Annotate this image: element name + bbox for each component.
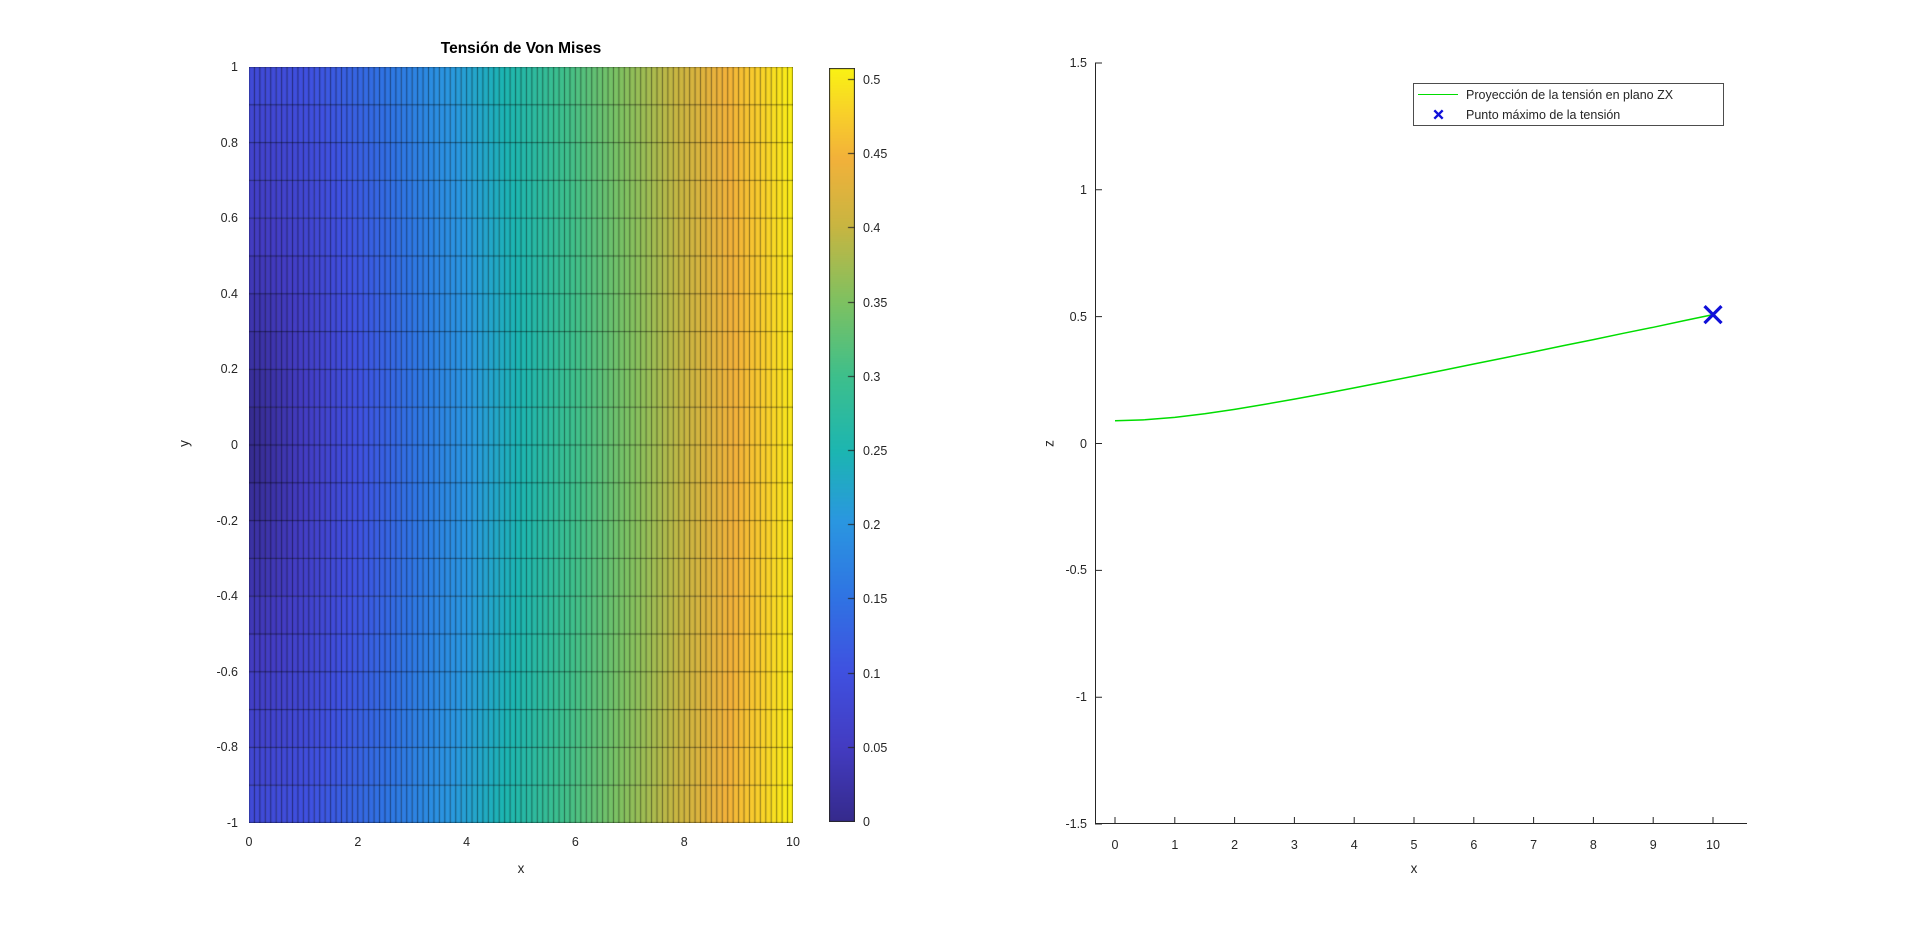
left-plot-ytick: 1 — [231, 60, 238, 74]
left-plot-ytick: 0.2 — [220, 362, 238, 377]
projection-line — [1114, 313, 1714, 422]
right-plot-ytick: -1.5 — [1065, 817, 1087, 832]
colorbar-tick: 0.2 — [863, 518, 881, 533]
right-plot-xtick: 3 — [1290, 838, 1298, 852]
left-plot-ytick: -0.6 — [216, 664, 238, 679]
legend-box: Proyección de la tensión en plano ZX Pun… — [1413, 83, 1724, 126]
right-plot-xtick: 8 — [1589, 838, 1597, 852]
axis-tick-marks — [1095, 62, 1714, 825]
right-plot-ytick: -1 — [1075, 690, 1087, 705]
right-plot-xtick: 1 — [1171, 838, 1179, 852]
colorbar-tick: 0.3 — [863, 369, 881, 384]
colorbar-tick: 0.35 — [863, 295, 888, 310]
legend-entry-projection: Proyección de la tensión en plano ZX — [1414, 85, 1723, 105]
left-plot-xtick: 0 — [245, 835, 253, 849]
axes-spines — [1095, 63, 1747, 824]
colorbar-tick: 0.45 — [863, 147, 888, 162]
right-plot-xtick: 7 — [1530, 838, 1538, 852]
left-plot-title: Tensión de Von Mises — [440, 40, 602, 57]
von-mises-heatmap — [249, 67, 793, 823]
right-plot-xtick: 4 — [1350, 838, 1358, 852]
right-x-axis-label: x — [1410, 861, 1418, 876]
left-plot-xtick: 4 — [463, 835, 471, 849]
legend-label-max: Punto máximo de la tensión — [1466, 107, 1621, 122]
colorbar-tick: 0.1 — [863, 666, 881, 681]
legend-line-sample — [1414, 94, 1462, 95]
left-plot-ytick: -0.2 — [216, 513, 238, 528]
left-plot-ytick: -1 — [226, 816, 238, 830]
left-plot-ytick: -0.4 — [216, 589, 238, 604]
right-plot-xtick: 6 — [1470, 838, 1478, 852]
left-plot-xtick: 10 — [786, 835, 800, 849]
colorbar-tick: 0.25 — [863, 444, 888, 458]
right-plot-xtick: 2 — [1231, 838, 1239, 852]
left-plot-ytick: 0.8 — [220, 135, 238, 150]
left-x-axis-label: x — [517, 861, 525, 876]
colorbar-tick: 0.4 — [863, 221, 881, 236]
left-plot-xtick: 8 — [680, 835, 688, 849]
colorbar-tick: 0 — [863, 815, 870, 829]
left-plot-ytick: 0.4 — [220, 286, 238, 301]
left-plot-ytick: 0 — [231, 438, 238, 452]
colorbar-tick: 0.05 — [863, 740, 888, 755]
right-plot-ytick: 1 — [1080, 182, 1087, 197]
left-plot-ytick: 0.6 — [220, 211, 238, 226]
right-plot-ytick: -0.5 — [1065, 563, 1087, 578]
left-plot-xtick: 6 — [571, 835, 579, 849]
projection-line-plot — [1095, 62, 1747, 825]
right-plot-ytick: 1.5 — [1069, 55, 1087, 70]
legend-label-projection: Proyección de la tensión en plano ZX — [1466, 87, 1674, 102]
right-plot-ytick: 0.5 — [1069, 309, 1087, 324]
right-plot-xtick: 9 — [1649, 838, 1657, 852]
legend-x-sample — [1414, 108, 1462, 121]
colorbar-tick: 0.15 — [863, 592, 888, 607]
right-plot-xtick: 0 — [1111, 838, 1119, 852]
right-plot-xtick: 5 — [1410, 838, 1418, 852]
green-line-icon — [1418, 94, 1458, 95]
colorbar — [829, 68, 855, 822]
legend-entry-max: Punto máximo de la tensión — [1414, 105, 1723, 125]
max-point-marker — [1703, 304, 1723, 325]
left-plot-xtick: 2 — [354, 835, 362, 849]
right-plot-ytick: 0 — [1080, 436, 1087, 451]
colorbar-tick: 0.5 — [863, 73, 881, 87]
x-marker-icon — [1432, 109, 1444, 120]
right-plot-xtick: 10 — [1706, 838, 1720, 852]
left-plot-ytick: -0.8 — [216, 740, 238, 755]
